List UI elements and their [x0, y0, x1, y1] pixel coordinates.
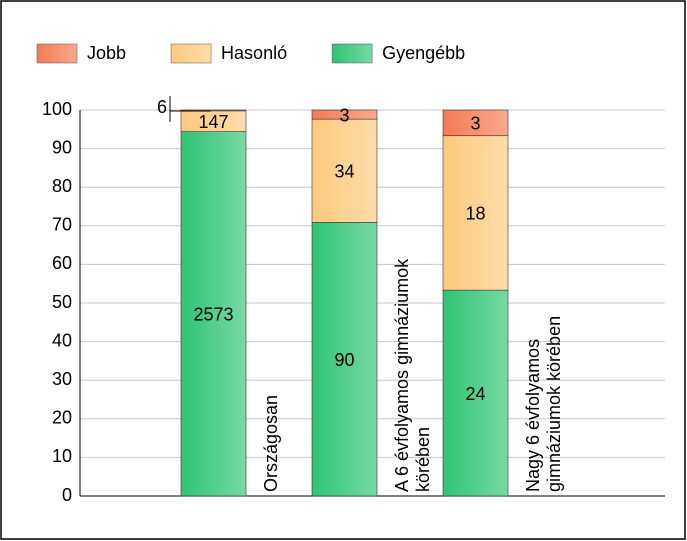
- category-label: A 6 évfolyamos gimnáziumokkörében: [392, 258, 433, 492]
- bar-segment: [442, 109, 509, 137]
- y-tick-label: 80: [52, 176, 72, 196]
- legend-label: Gyengébb: [382, 43, 465, 63]
- y-tick-label: 60: [52, 253, 72, 273]
- y-tick-label: 0: [62, 485, 72, 505]
- y-tick-label: 40: [52, 330, 72, 350]
- legend-swatch: [331, 43, 373, 64]
- bar-segment: [442, 135, 509, 291]
- bar-segment: [311, 222, 378, 497]
- data-label: 34: [334, 162, 354, 182]
- legend-swatch: [170, 43, 212, 64]
- data-label: 3: [339, 105, 349, 125]
- y-tick-label: 50: [52, 292, 72, 312]
- y-tick-label: 20: [52, 408, 72, 428]
- y-tick-label: 10: [52, 446, 72, 466]
- bar-segment: [442, 289, 509, 497]
- data-label: 147: [198, 112, 228, 132]
- category-label-line: A 6 évfolyamos gimnáziumok: [392, 258, 412, 492]
- data-label: 6: [157, 97, 167, 117]
- bar-segment: [180, 109, 247, 112]
- data-label: 18: [465, 204, 485, 224]
- y-tick-label: 100: [42, 99, 72, 119]
- y-tick-label: 70: [52, 215, 72, 235]
- category-label: Országosan: [261, 395, 281, 492]
- category-label: Nagy 6 évfolyamosgimnáziumok körében: [523, 316, 564, 492]
- bar-segment: [180, 131, 247, 497]
- data-label: 24: [465, 384, 485, 404]
- category-label-line: Nagy 6 évfolyamos: [523, 339, 543, 492]
- category-label-line: Országosan: [261, 395, 281, 492]
- bar-segment: [311, 118, 378, 223]
- y-tick-label: 30: [52, 369, 72, 389]
- data-label: 90: [334, 350, 354, 370]
- legend-swatch: [36, 43, 78, 64]
- bar-segment: [311, 109, 378, 120]
- data-label: 2573: [193, 305, 233, 325]
- data-label: 3: [470, 114, 480, 134]
- legend-label: Hasonló: [221, 43, 287, 63]
- category-label-line: körében: [413, 427, 433, 492]
- category-label-line: gimnáziumok körében: [544, 316, 564, 492]
- y-tick-label: 90: [52, 137, 72, 157]
- legend-label: Jobb: [87, 43, 126, 63]
